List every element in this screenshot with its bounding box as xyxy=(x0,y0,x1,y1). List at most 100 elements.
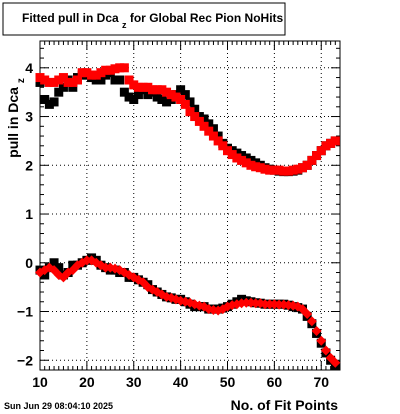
y-tick-label: 0 xyxy=(25,255,33,271)
data-point xyxy=(171,92,181,102)
data-point xyxy=(91,75,101,85)
data-point xyxy=(54,75,64,85)
data-point xyxy=(190,112,200,122)
data-point xyxy=(157,85,167,95)
data-point xyxy=(246,155,256,165)
data-point xyxy=(218,141,228,151)
data-point xyxy=(241,158,251,168)
x-tick-label: 10 xyxy=(32,374,48,390)
data-point xyxy=(152,85,162,95)
data-point xyxy=(279,166,289,176)
data-point xyxy=(302,160,312,170)
data-point xyxy=(208,124,218,134)
data-point xyxy=(330,136,340,146)
y-axis-title: pull in Dca z xyxy=(5,78,27,158)
y-tick-label: −2 xyxy=(17,352,33,368)
data-point xyxy=(96,75,106,85)
y-tick-label: −1 xyxy=(17,304,33,320)
data-point xyxy=(241,153,251,163)
title-box xyxy=(2,2,286,36)
data-point xyxy=(58,73,68,83)
data-point xyxy=(63,77,73,87)
data-point xyxy=(326,138,336,148)
data-point xyxy=(68,82,78,92)
data-point xyxy=(190,104,200,114)
data-point xyxy=(316,146,326,156)
y-axis-title-main: pull in Dca xyxy=(5,87,21,158)
data-point xyxy=(204,119,214,129)
data-point xyxy=(298,163,307,173)
data-point xyxy=(213,136,223,146)
data-point xyxy=(54,87,64,97)
y-tick-label: 3 xyxy=(25,109,33,125)
data-point xyxy=(40,75,50,85)
data-point xyxy=(148,85,157,95)
x-tick-label: 60 xyxy=(267,374,283,390)
data-marks xyxy=(35,63,341,370)
x-tick-label: 40 xyxy=(173,374,189,390)
grid xyxy=(39,41,340,370)
data-point xyxy=(162,97,172,107)
data-point xyxy=(302,308,313,319)
data-point xyxy=(40,94,50,104)
data-point xyxy=(162,87,172,97)
data-point xyxy=(129,94,139,104)
data-point xyxy=(49,77,59,87)
data-point xyxy=(124,92,134,102)
data-point xyxy=(208,131,218,141)
data-point xyxy=(96,68,106,78)
data-point xyxy=(306,316,317,327)
data-point xyxy=(166,94,176,104)
data-point xyxy=(166,90,176,100)
data-point xyxy=(176,85,186,95)
data-point xyxy=(105,65,115,75)
data-point xyxy=(68,77,78,87)
data-point xyxy=(232,153,242,163)
x-tick-label: 50 xyxy=(220,374,236,390)
plot-frame xyxy=(39,40,341,371)
data-point xyxy=(255,163,265,173)
data-point xyxy=(101,70,111,80)
data-point xyxy=(124,75,134,85)
data-point xyxy=(199,114,209,124)
x-tick-label: 30 xyxy=(126,374,142,390)
data-point xyxy=(44,77,54,87)
data-point xyxy=(312,151,322,161)
data-point xyxy=(330,357,341,368)
data-point xyxy=(35,77,45,87)
data-point xyxy=(185,107,195,117)
data-point xyxy=(213,131,223,141)
tick-labels: 10 20 30 40 50 60 70 −2 −1 0 1 2 3 4 xyxy=(17,60,329,390)
data-point xyxy=(87,70,97,80)
data-point xyxy=(133,90,143,100)
data-point xyxy=(223,146,232,156)
data-point xyxy=(54,263,64,273)
data-point xyxy=(283,166,293,176)
axis-ticks xyxy=(39,41,341,371)
x-tick-label: 70 xyxy=(313,374,329,390)
data-point xyxy=(232,148,242,158)
data-point xyxy=(119,63,129,73)
data-point xyxy=(316,335,327,346)
data-point xyxy=(199,121,209,131)
data-point xyxy=(143,82,153,92)
y-tick-label: 4 xyxy=(25,60,33,76)
data-point xyxy=(311,326,322,337)
data-point xyxy=(110,75,120,85)
data-point xyxy=(110,64,120,74)
data-point xyxy=(180,90,190,100)
data-point xyxy=(82,68,92,78)
data-point xyxy=(115,63,125,73)
data-point xyxy=(133,82,143,92)
data-point xyxy=(176,94,186,104)
data-point xyxy=(288,165,298,175)
svg-text:pull in Dca z: pull in Dca z xyxy=(5,78,27,158)
y-axis-title-sub: z xyxy=(16,78,27,83)
data-point xyxy=(73,75,82,85)
data-point xyxy=(194,112,204,122)
data-point xyxy=(260,164,270,174)
data-point xyxy=(194,116,204,126)
y-tick-label: 2 xyxy=(25,157,33,173)
chart-title-sub: z xyxy=(122,20,127,30)
